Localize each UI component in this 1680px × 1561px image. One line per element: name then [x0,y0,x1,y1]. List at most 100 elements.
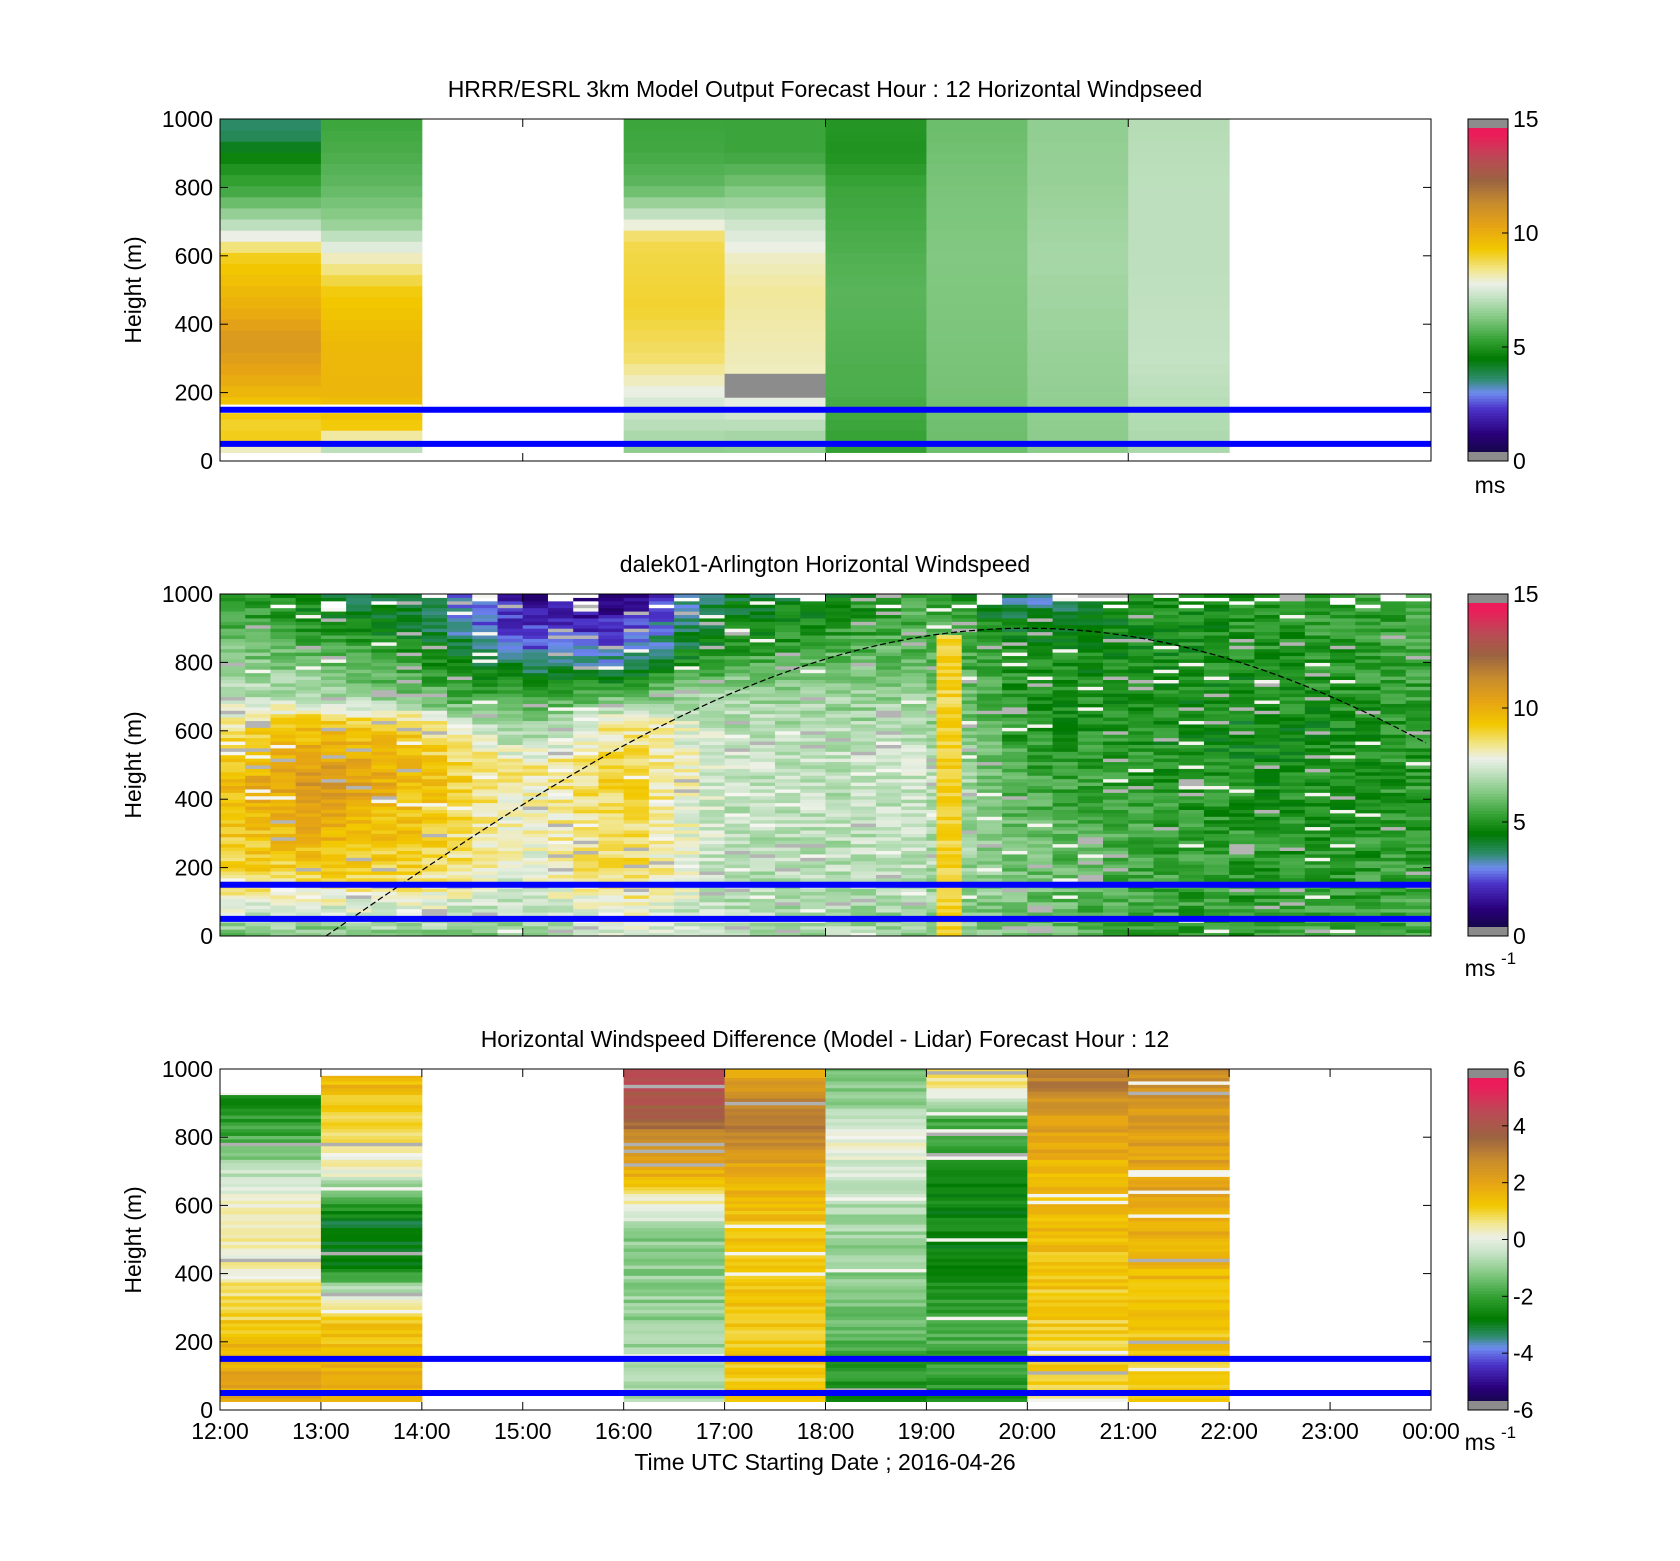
heatmap-cell [951,641,978,646]
heatmap-cell [522,809,549,814]
heatmap-cell [1153,871,1180,875]
heatmap-cell [220,631,246,636]
heatmap-cell [472,611,499,616]
heatmap-cell [522,611,549,616]
heatmap-cell [749,737,776,742]
heatmap-cell [270,700,297,704]
heatmap-cell [1229,658,1255,663]
heatmap-cell [1355,734,1382,739]
heatmap-cell [926,363,1028,376]
heatmap-cell [598,894,625,899]
ytick-label: 200 [175,380,213,406]
heatmap-cell [1077,717,1104,722]
heatmap-cell [421,860,448,865]
heatmap-cell [270,730,297,735]
heatmap-cell [1203,905,1230,910]
heatmap-cell [951,676,978,680]
heatmap-cell [447,850,473,855]
heatmap-cell [623,754,650,759]
heatmap-cell [220,635,246,639]
heatmap-cell [800,730,826,735]
heatmap-cell [1027,836,1054,841]
heatmap-cell [875,905,902,910]
heatmap-cell [1279,720,1306,725]
heatmap-cell [749,713,776,718]
heatmap-cell [472,874,499,879]
heatmap-cell [346,768,372,773]
heatmap-cell [1203,594,1230,598]
heatmap-cell [800,696,826,701]
heatmap-cell [1254,874,1281,879]
heatmap-cell [1355,925,1382,930]
heatmap-cell [699,850,726,855]
heatmap-cell [547,823,574,828]
heatmap-cell [1203,891,1230,896]
heatmap-cell [447,730,473,735]
heatmap-cell [295,816,322,821]
heatmap-cell [245,710,271,715]
heatmap-cell [724,700,751,704]
heatmap-cell [1027,307,1129,320]
heatmap-cell [346,604,372,609]
heatmap-cell [724,207,826,220]
heatmap-cell [699,597,726,602]
heatmap-cell [497,727,524,732]
heatmap-cell [800,624,826,629]
heatmap-cell [1153,727,1180,732]
heatmap-cell [850,723,877,728]
heatmap-cell [1052,901,1079,906]
heatmap-cell [1178,655,1205,660]
heatmap-cell [951,672,978,677]
heatmap-cell [421,713,448,718]
heatmap-cell [1052,621,1079,626]
heatmap-cell [1178,816,1205,821]
heatmap-cell [220,352,322,365]
panel-model: HRRR/ESRL 3km Model Output Forecast Hour… [120,76,1539,498]
heatmap-cell [648,802,675,807]
heatmap-cell [875,806,902,810]
colorbar-segment [1468,312,1508,317]
heatmap-cell [295,693,322,698]
heatmap-cell [1355,829,1382,834]
heatmap-cell [1027,614,1054,619]
heatmap-cell [547,624,574,629]
heatmap-cell [1229,864,1255,869]
heatmap-cell [497,785,524,790]
heatmap-cell [396,700,423,704]
heatmap-cell [1027,782,1054,787]
heatmap-cell [1103,819,1129,824]
heatmap-cell [598,782,625,787]
colorbar-segment [1468,432,1508,436]
heatmap-cell [220,686,246,691]
heatmap-cell [648,901,675,906]
heatmap-cell [623,419,726,431]
heatmap-cell [320,901,347,906]
heatmap-cell [749,604,776,609]
heatmap-cell [598,806,625,810]
heatmap-cell [1052,925,1079,930]
heatmap-cell [1002,802,1028,807]
heatmap-cell [749,826,776,831]
heatmap-cell [1304,754,1331,759]
heatmap-cell [976,689,1003,694]
heatmap-cell [1254,672,1281,677]
heatmap-cell [951,645,978,650]
heatmap-cell [1128,319,1230,331]
heatmap-cell [472,843,499,848]
heatmap-cell [220,594,246,598]
heatmap-cell [497,706,524,711]
heatmap-cell [270,594,297,598]
heatmap-cell [1355,867,1382,872]
heatmap-cell [295,611,322,616]
heatmap-cell [371,925,398,930]
heatmap-cell [371,754,398,759]
heatmap-cell [1052,597,1079,602]
heatmap-cell [220,119,322,131]
heatmap-cell [421,617,448,622]
heatmap-cell [1254,703,1281,708]
heatmap-cell [1077,816,1104,821]
heatmap-cell [396,723,423,728]
heatmap-cell [1153,788,1180,793]
heatmap-cell [648,614,675,619]
heatmap-cell [573,737,599,742]
